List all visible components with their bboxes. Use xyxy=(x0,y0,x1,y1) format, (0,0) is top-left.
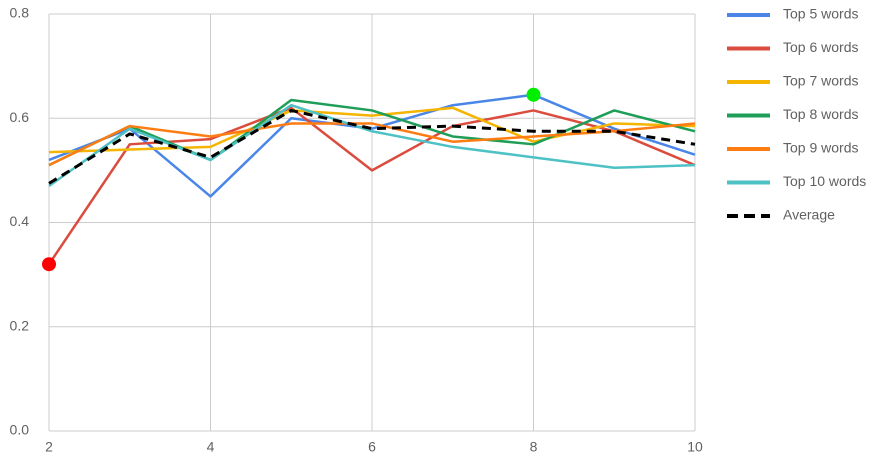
highlight-point xyxy=(42,257,56,272)
legend-label: Top 6 words xyxy=(783,39,858,55)
y-tick-label: 0.0 xyxy=(10,422,30,438)
legend-label: Average xyxy=(783,207,835,223)
legend-label: Top 5 words xyxy=(783,6,858,22)
legend-label: Top 9 words xyxy=(783,140,858,156)
series-line xyxy=(48,103,696,188)
x-tick-label: 6 xyxy=(368,439,376,455)
y-tick-label: 0.8 xyxy=(10,5,30,21)
series-line xyxy=(48,98,696,167)
x-tick-label: 10 xyxy=(687,439,703,455)
y-tick-label: 0.6 xyxy=(10,109,30,125)
series-line xyxy=(48,122,696,167)
series-line xyxy=(48,108,696,185)
x-tick-label: 2 xyxy=(45,439,53,455)
y-tick-label: 0.2 xyxy=(10,317,30,333)
series-line xyxy=(48,93,696,198)
legend-label: Top 8 words xyxy=(783,106,858,122)
x-tick-label: 8 xyxy=(530,439,538,455)
legend-label: Top 10 words xyxy=(783,173,866,189)
series-line xyxy=(48,106,696,154)
highlight-point xyxy=(526,87,541,102)
y-tick-label: 0.4 xyxy=(10,213,30,229)
x-tick-label: 4 xyxy=(207,439,215,455)
legend-label: Top 7 words xyxy=(783,73,858,89)
